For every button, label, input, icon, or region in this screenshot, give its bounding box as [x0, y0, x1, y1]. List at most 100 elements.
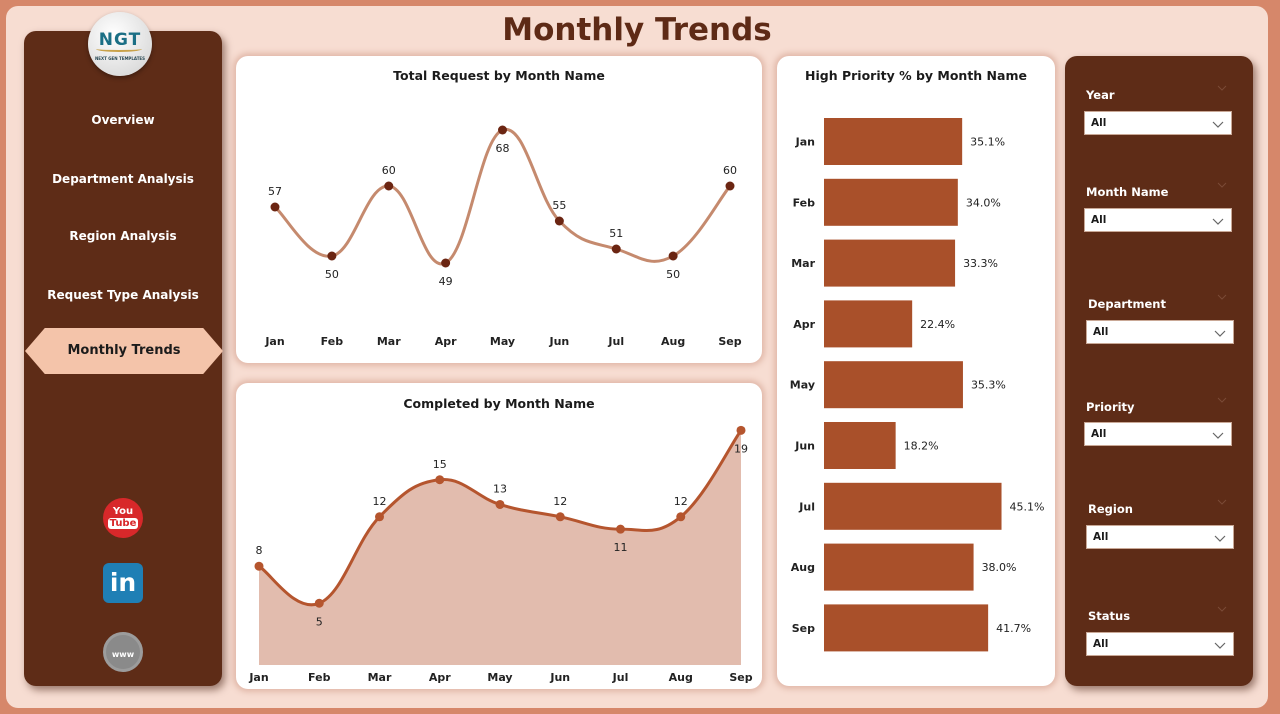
chart-title: Total Request by Month Name — [393, 68, 605, 83]
data-point-jul[interactable] — [616, 524, 625, 534]
x-tick-label: Mar — [377, 335, 401, 348]
filter-collapse-chevron-icon[interactable] — [1217, 181, 1227, 192]
globe-www-icon[interactable]: www — [103, 632, 143, 672]
data-label: 15 — [433, 458, 447, 471]
total-request-line-chart: 57 Jan 50 Feb 60 Mar 49 Apr 68 May 55 Jun 51 Jul 50 Aug… — [264, 125, 742, 348]
data-label: 49 — [439, 275, 453, 288]
x-tick-label: Feb — [308, 671, 331, 684]
data-point-mar[interactable] — [384, 181, 394, 191]
bar-sep[interactable] — [824, 604, 989, 652]
filter-dropdown-status[interactable]: All — [1086, 632, 1234, 656]
y-tick-label: Jul — [798, 500, 815, 513]
bar-jan[interactable] — [824, 118, 963, 165]
bar-aug[interactable] — [824, 543, 974, 591]
nav-item-department-analysis[interactable]: Department Analysis — [52, 172, 194, 186]
chart-title: High Priority % by Month Name — [805, 68, 1027, 83]
filter-dropdown-month-name[interactable]: All — [1084, 208, 1232, 232]
data-label: 8 — [256, 544, 263, 557]
data-point-sep[interactable] — [725, 181, 735, 191]
x-tick-label: Feb — [321, 335, 344, 348]
x-tick-label: Sep — [729, 671, 752, 684]
filter-label-priority: Priority — [1086, 400, 1135, 414]
data-point-feb[interactable] — [314, 598, 324, 608]
data-point-may[interactable] — [498, 125, 507, 135]
y-tick-label: Feb — [793, 196, 816, 209]
data-label: 35.1% — [970, 136, 1005, 149]
chart-title: Completed by Month Name — [403, 396, 595, 411]
data-label: 18.2% — [904, 440, 939, 453]
filter-selected-value: All — [1093, 531, 1109, 543]
data-point-jun[interactable] — [554, 216, 564, 226]
data-label: 45.1% — [1010, 500, 1045, 513]
data-label: 50 — [325, 268, 339, 281]
data-point-jan[interactable] — [254, 561, 264, 571]
y-tick-label: May — [790, 379, 815, 392]
data-label: 33.3% — [963, 257, 998, 270]
logo-mark: NGT — [98, 30, 142, 50]
nav-item-request-type-analysis[interactable]: Request Type Analysis — [47, 288, 199, 302]
logo-wave-decoration — [96, 46, 142, 52]
y-tick-label: Sep — [792, 622, 815, 635]
filter-collapse-chevron-icon[interactable] — [1217, 605, 1227, 616]
filter-label-month-name: Month Name — [1086, 185, 1169, 199]
filter-collapse-chevron-icon[interactable] — [1217, 84, 1227, 95]
y-tick-label: Jun — [794, 440, 815, 453]
data-label: 60 — [382, 164, 396, 177]
youtube-tube-text: Tube — [107, 518, 139, 529]
total-request-chart-card: Total Request by Month Name 57 Jan 50 Feb 60… — [236, 56, 762, 363]
bar-mar[interactable] — [824, 239, 956, 287]
filter-selected-value: All — [1091, 428, 1107, 440]
filter-dropdown-year[interactable]: All — [1084, 111, 1232, 135]
y-tick-label: Apr — [793, 318, 815, 331]
linkedin-icon[interactable]: in — [103, 563, 143, 603]
filter-dropdown-priority[interactable]: All — [1084, 422, 1232, 446]
chevron-down-icon — [1211, 425, 1224, 439]
data-point-jun[interactable] — [555, 512, 565, 522]
nav-item-monthly-trends[interactable]: Monthly Trends — [25, 328, 223, 374]
filter-label-year: Year — [1086, 88, 1115, 102]
filter-label-region: Region — [1088, 502, 1133, 516]
data-point-jul[interactable] — [611, 244, 621, 254]
data-point-apr[interactable] — [435, 475, 445, 485]
bar-feb[interactable] — [824, 178, 958, 226]
x-tick-label: Jun — [548, 335, 569, 348]
filter-dropdown-department[interactable]: All — [1086, 320, 1234, 344]
data-point-aug[interactable] — [668, 251, 678, 261]
data-point-apr[interactable] — [441, 258, 451, 268]
bar-may[interactable] — [824, 361, 963, 409]
x-tick-label: Jun — [549, 671, 570, 684]
page-title: Monthly Trends — [502, 12, 772, 48]
filter-collapse-chevron-icon[interactable] — [1217, 396, 1227, 407]
completed-area-chart: 8 Jan 5 Feb 12 Mar 15 Apr 13 May 12 Jun 11 Jul 12 Aug 19… — [248, 425, 753, 684]
chevron-down-icon — [1213, 323, 1226, 337]
filter-dropdown-region[interactable]: All — [1086, 525, 1234, 549]
data-point-jan[interactable] — [270, 202, 280, 212]
data-point-may[interactable] — [495, 499, 505, 509]
x-tick-label: May — [487, 671, 512, 684]
filter-collapse-chevron-icon[interactable] — [1217, 293, 1227, 304]
chevron-down-icon — [1213, 635, 1226, 649]
chevron-down-icon — [1211, 211, 1224, 225]
completed-chart-card: Completed by Month Name 8 Jan 5 Feb 12 Mar 15 A… — [236, 383, 762, 689]
filter-collapse-chevron-icon[interactable] — [1217, 498, 1227, 509]
x-tick-label: Jan — [248, 671, 268, 684]
data-point-feb[interactable] — [327, 251, 337, 261]
data-label: 68 — [496, 142, 510, 155]
completed-area-fill — [259, 430, 741, 665]
nav-item-region-analysis[interactable]: Region Analysis — [69, 229, 177, 243]
filter-selected-value: All — [1093, 638, 1109, 650]
x-tick-label: Sep — [718, 335, 741, 348]
high-priority-bar-chart: Jan 35.1% Feb 34.0% Mar 33.3% Apr 22.4% May 35.3%… — [790, 118, 1045, 652]
x-tick-label: Jul — [607, 335, 624, 348]
data-point-mar[interactable] — [375, 512, 384, 522]
bar-jul[interactable] — [824, 482, 1002, 530]
youtube-icon[interactable]: You Tube — [103, 498, 143, 538]
filter-selected-value: All — [1093, 326, 1109, 338]
bar-jun[interactable] — [824, 422, 896, 469]
data-point-aug[interactable] — [676, 512, 686, 522]
data-point-sep[interactable] — [736, 425, 746, 435]
bar-apr[interactable] — [824, 300, 913, 348]
y-tick-label: Jan — [795, 136, 815, 149]
data-label: 35.3% — [971, 379, 1006, 392]
nav-item-overview[interactable]: Overview — [91, 113, 155, 127]
